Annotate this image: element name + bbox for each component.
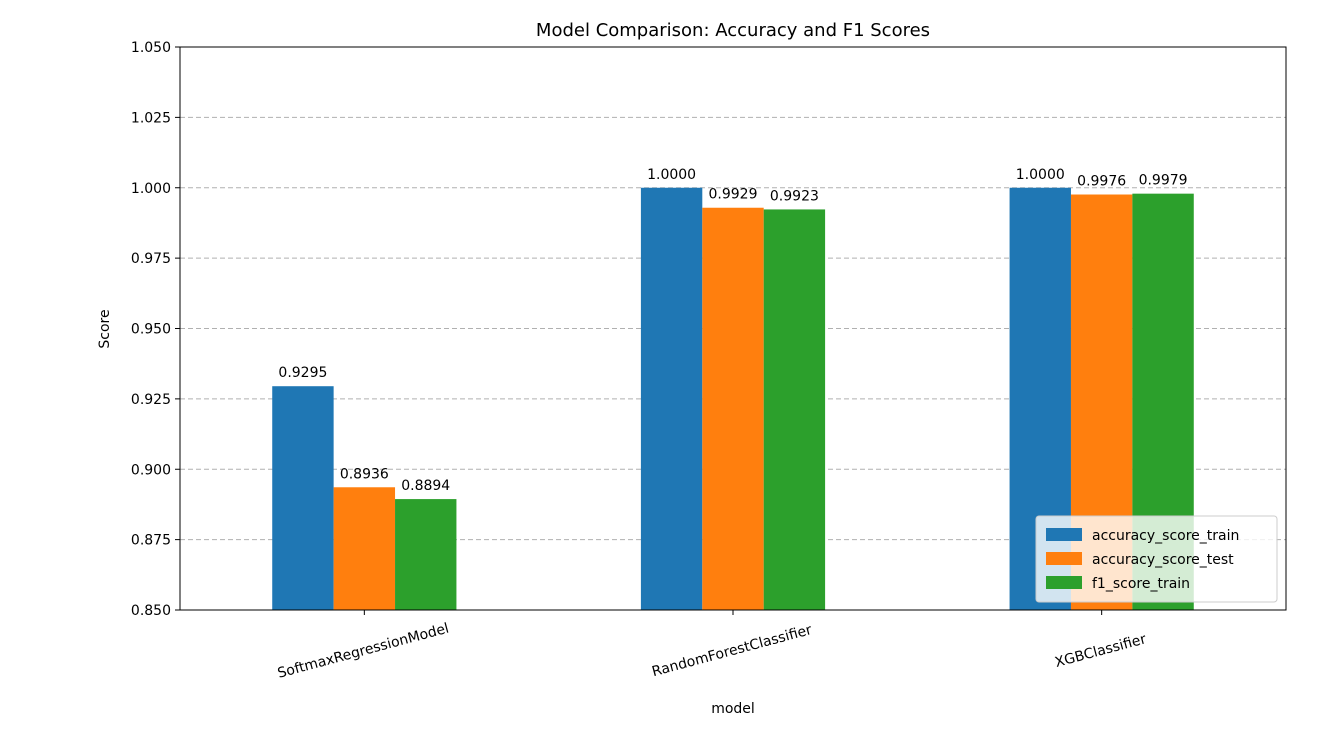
legend-swatch [1046,552,1082,565]
legend: accuracy_score_train accuracy_score_testf… [1035,515,1278,603]
y-tick-label: 0.875 [131,533,171,549]
bar-value-label: 0.9923 [770,188,819,204]
bar [395,499,457,610]
x-axis-label: model [711,701,755,717]
bar [333,487,396,610]
bar-value-label: 0.8894 [401,478,450,494]
bar-value-label: 0.9976 [1077,174,1126,190]
y-tick-label: 1.000 [131,181,171,197]
legend-box [1035,515,1278,603]
bar-value-label: 1.0000 [647,167,696,183]
legend-label: accuracy_score_test [1092,552,1234,568]
x-tick-label: SoftmaxRegressionModel [276,621,451,682]
y-tick-label: 0.925 [131,392,171,408]
bar-value-label: 0.9295 [278,365,327,381]
y-tick-label: 1.050 [131,40,171,56]
data-labels: 0.9295 0.8936 0.8894 1.0000 0.9929 0.9923 1.00… [278,167,1187,494]
bar [272,386,334,610]
y-tick-label: 0.900 [131,462,171,478]
y-tick-label: 1.025 [131,110,171,126]
x-tick-label: XGBClassifier [1053,631,1148,671]
y-tick-label: 0.975 [131,251,171,267]
bar [702,207,764,610]
y-tick-label: 0.950 [131,322,171,338]
y-tick-label: 0.850 [131,603,171,619]
bar-value-label: 1.0000 [1016,167,1065,183]
y-axis: 0.850 0.875 0.900 0.925 0.950 0.975 1.000 1.025… [131,40,180,619]
bar [640,187,703,610]
legend-label: f1_score_train [1092,576,1190,592]
x-axis: SoftmaxRegressionModel RandomForestClassi… [276,610,1148,682]
x-tick-label: RandomForestClassifier [650,622,814,680]
bar-value-label: 0.9979 [1139,173,1188,189]
chart-title: Model Comparison: Accuracy and F1 Scores [536,20,930,41]
legend-label: accuracy_score_train [1092,528,1239,544]
bar-value-label: 0.9929 [709,187,758,203]
y-axis-label: Score [97,309,113,348]
legend-swatch [1046,576,1082,589]
legend-swatch [1046,528,1082,541]
bar [763,209,826,610]
bar-value-label: 0.8936 [340,466,389,482]
